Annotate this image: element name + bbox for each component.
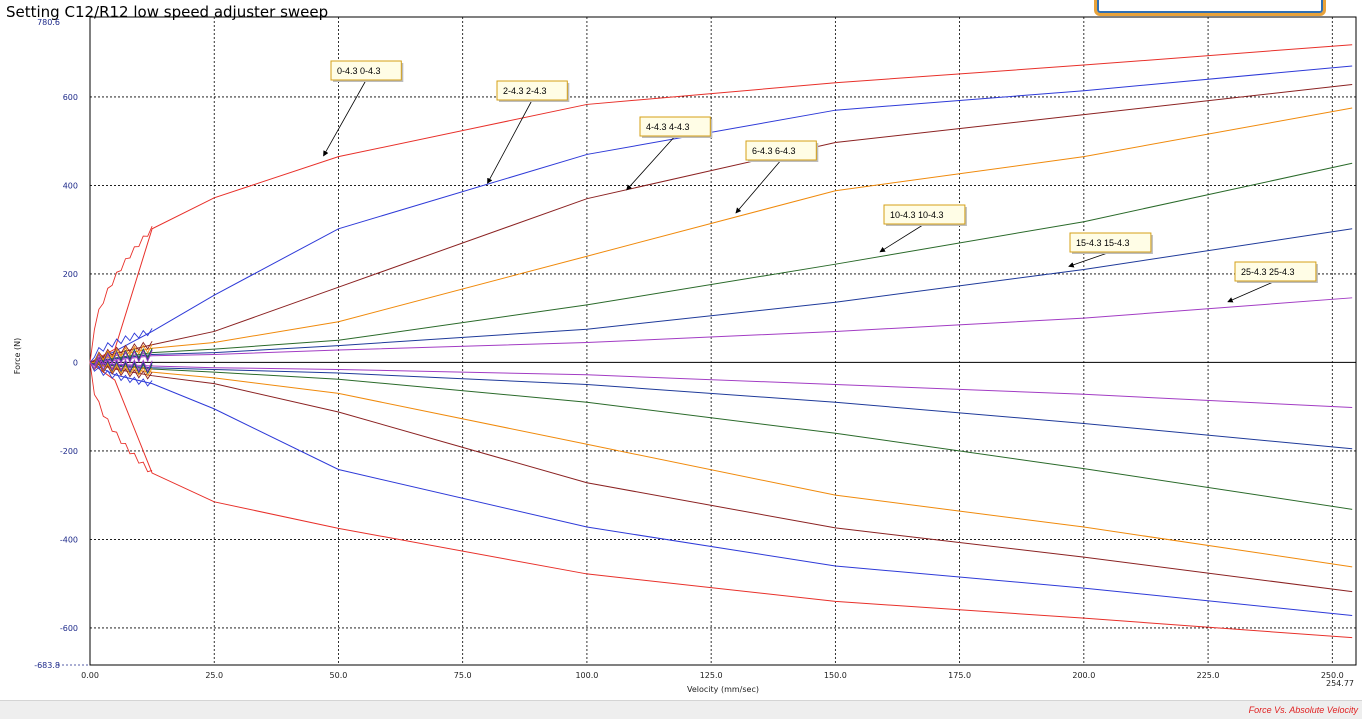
- x-tick-label: 150.0: [824, 671, 847, 680]
- annotation-1-box: [496, 80, 568, 101]
- y-tick-label: 200: [63, 270, 78, 279]
- status-footer: Force Vs. Absolute Velocity: [0, 700, 1362, 719]
- series-6-low-speed-compression: [89, 349, 153, 367]
- series-0-compression-line: [89, 44, 1353, 363]
- x-tick-label: 100.0: [575, 671, 598, 680]
- series-6-rebound-line: [89, 361, 1353, 409]
- x-tick-label: 0.00: [81, 671, 99, 680]
- annotation-0-label: 0-4.3 0-4.3: [337, 66, 381, 76]
- series-3-low-speed-compression: [89, 344, 153, 364]
- series-0-low-speed-compression: [89, 225, 153, 363]
- series-1-low-speed-compression: [89, 328, 153, 363]
- annotation-1-arrow: [487, 99, 533, 184]
- low-speed-noise-layer: [89, 225, 153, 473]
- series-4-rebound-line: [89, 361, 1353, 510]
- series-0-rebound-line: [89, 362, 1353, 639]
- y-tick-label: -200: [60, 447, 78, 456]
- y-min-label: -683.8: [34, 661, 60, 670]
- annotation-0-box: [330, 60, 402, 81]
- annotation-2-label: 4-4.3 4-4.3: [646, 122, 690, 132]
- series-1-rebound-line: [89, 361, 1353, 617]
- x-max-label: 254.77: [1326, 679, 1354, 688]
- annotation-5-arrow: [1068, 251, 1111, 268]
- y-tick-label: 400: [63, 181, 78, 190]
- series-1-compression-line: [89, 65, 1353, 363]
- annotation-4-arrow: [879, 223, 925, 253]
- x-tick-label: 175.0: [948, 671, 971, 680]
- x-tick-label: 50.0: [330, 671, 348, 680]
- x-tick-label: 225.0: [1197, 671, 1220, 680]
- force-velocity-chart: 0.00 25.0 50.0 75.0 100.0 125.0 150.0 175.0 200.…: [13, 16, 1357, 694]
- series-6-compression-line: [89, 297, 1353, 363]
- series-0-low-speed-rebound: [89, 362, 153, 473]
- series-3-compression-line: [89, 107, 1353, 363]
- annotation-3-label: 6-4.3 6-4.3: [752, 146, 796, 156]
- series-2-compression-line: [89, 84, 1353, 363]
- annotation-4-label: 10-4.3 10-4.3: [890, 210, 944, 220]
- annotation-2-arrow: [626, 135, 676, 191]
- y-tick-label: -600: [60, 624, 78, 633]
- x-axis-label: Velocity (mm/sec): [687, 685, 759, 694]
- x-tick-label: 250.0: [1321, 671, 1344, 680]
- annotation-2-box: [639, 116, 711, 137]
- y-tick-label: 600: [63, 93, 78, 102]
- annotation-6-arrow: [1227, 280, 1276, 303]
- chart-mode-label: Force Vs. Absolute Velocity: [1248, 705, 1358, 715]
- annotation-1-label: 2-4.3 2-4.3: [503, 86, 547, 96]
- series-4-compression-line: [89, 162, 1353, 363]
- series-5-rebound-line: [89, 361, 1353, 450]
- legend-toggle-button[interactable]: [1094, 0, 1326, 16]
- series-6-low-speed-rebound: [89, 357, 153, 373]
- x-tick-label: 75.0: [454, 671, 472, 680]
- annotation-3-arrow: [735, 159, 782, 214]
- series-layer: [89, 44, 1353, 639]
- annotation-6-label: 25-4.3 25-4.3: [1241, 267, 1295, 277]
- annotation-layer: 0-4.3 0-4.3 2-4.3 2-4.3 4-4.3 4-4.3 6-4.3 6…: [323, 60, 1318, 303]
- annotation-6-box: [1234, 261, 1317, 282]
- plot-frame: [89, 16, 1357, 666]
- y-tick-label: -400: [60, 535, 78, 544]
- series-3-low-speed-rebound: [89, 361, 153, 377]
- series-3-rebound-line: [89, 361, 1353, 568]
- annotation-5-box: [1069, 232, 1152, 253]
- series-2-low-speed-compression: [89, 340, 153, 363]
- annotation-4-box: [883, 204, 966, 225]
- series-1-low-speed-rebound: [89, 362, 153, 387]
- annotation-0-arrow: [323, 79, 367, 157]
- axis-layer: 0.00 25.0 50.0 75.0 100.0 125.0 150.0 175.0 200.…: [34, 18, 1354, 688]
- series-5-compression-line: [89, 228, 1353, 363]
- series-2-low-speed-rebound: [89, 362, 153, 380]
- y-axis-label: Force (N): [13, 338, 22, 374]
- x-tick-label: 125.0: [700, 671, 723, 680]
- y-tick-label: 0: [73, 358, 78, 367]
- y-max-label: 780.6: [37, 18, 60, 27]
- x-tick-label: 25.0: [205, 671, 223, 680]
- x-tick-label: 200.0: [1072, 671, 1095, 680]
- series-2-rebound-line: [89, 361, 1353, 593]
- annotation-5-label: 15-4.3 15-4.3: [1076, 238, 1130, 248]
- annotation-3-box: [745, 140, 817, 161]
